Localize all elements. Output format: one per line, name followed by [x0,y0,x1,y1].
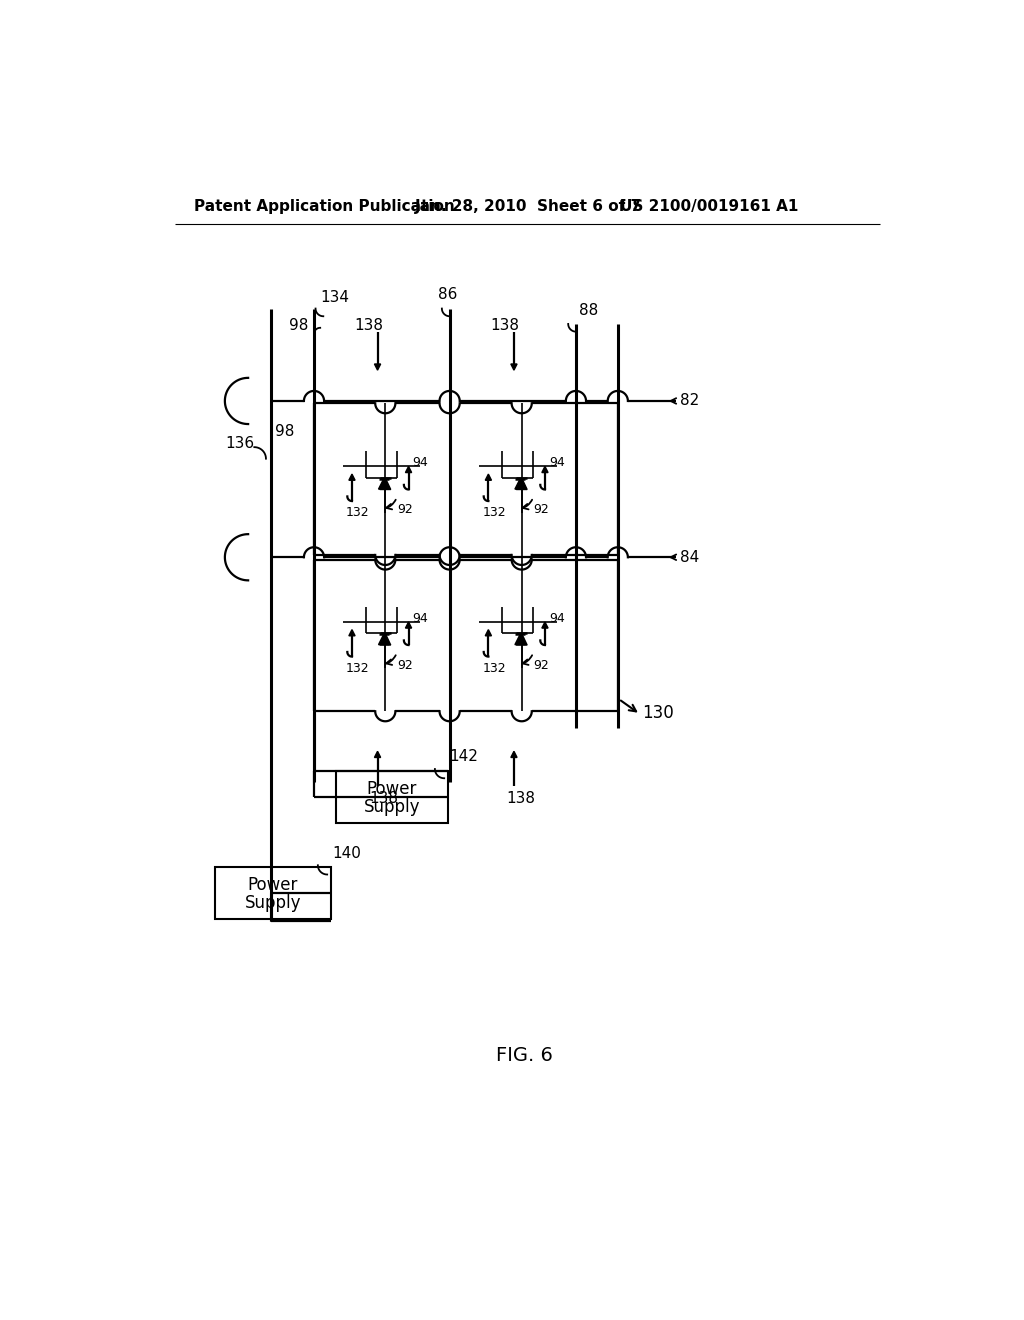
Text: 140: 140 [333,846,361,861]
Text: 92: 92 [397,503,413,516]
Polygon shape [380,634,391,645]
Polygon shape [516,634,527,645]
Polygon shape [515,635,525,644]
Polygon shape [485,630,492,636]
Polygon shape [349,474,355,480]
Polygon shape [379,635,389,644]
Text: Patent Application Publication: Patent Application Publication [194,198,455,214]
Text: 98: 98 [289,318,308,333]
Text: 132: 132 [346,507,370,520]
Text: 132: 132 [482,507,506,520]
Text: 94: 94 [413,611,428,624]
Text: 86: 86 [438,288,458,302]
Text: 132: 132 [346,663,370,675]
Text: US 2100/0019161 A1: US 2100/0019161 A1 [621,198,799,214]
Text: 88: 88 [579,302,598,318]
Text: Supply: Supply [364,799,420,816]
Text: Power: Power [367,780,417,797]
Text: 138: 138 [506,792,536,807]
Polygon shape [542,466,548,473]
Text: 92: 92 [397,659,413,672]
Bar [336,771,449,822]
Text: 92: 92 [534,503,549,516]
Polygon shape [375,751,381,758]
Polygon shape [380,478,391,490]
Text: 138: 138 [354,318,383,333]
Text: Power: Power [248,876,298,894]
Text: Jan. 28, 2010  Sheet 6 of 7: Jan. 28, 2010 Sheet 6 of 7 [415,198,642,214]
Text: Supply: Supply [245,895,301,912]
Polygon shape [485,474,492,480]
Text: 84: 84 [680,549,699,565]
Polygon shape [542,622,548,628]
Polygon shape [375,364,381,370]
Polygon shape [349,630,355,636]
Text: 98: 98 [275,424,295,440]
Polygon shape [511,751,517,758]
Polygon shape [406,622,412,628]
Text: 92: 92 [534,659,549,672]
Text: 134: 134 [321,289,349,305]
Text: FIG. 6: FIG. 6 [497,1045,553,1065]
Text: 138: 138 [490,318,520,333]
Text: 94: 94 [549,455,564,469]
Text: 132: 132 [482,663,506,675]
Text: 94: 94 [413,455,428,469]
Text: 82: 82 [680,393,699,408]
Text: 138: 138 [370,792,398,807]
Text: 142: 142 [450,750,478,764]
Polygon shape [516,478,527,490]
Polygon shape [379,479,389,490]
Text: 136: 136 [225,436,254,451]
Polygon shape [511,364,517,370]
Polygon shape [515,479,525,490]
Bar [215,867,331,919]
Polygon shape [406,466,412,473]
Text: 130: 130 [642,704,674,722]
Text: 94: 94 [549,611,564,624]
